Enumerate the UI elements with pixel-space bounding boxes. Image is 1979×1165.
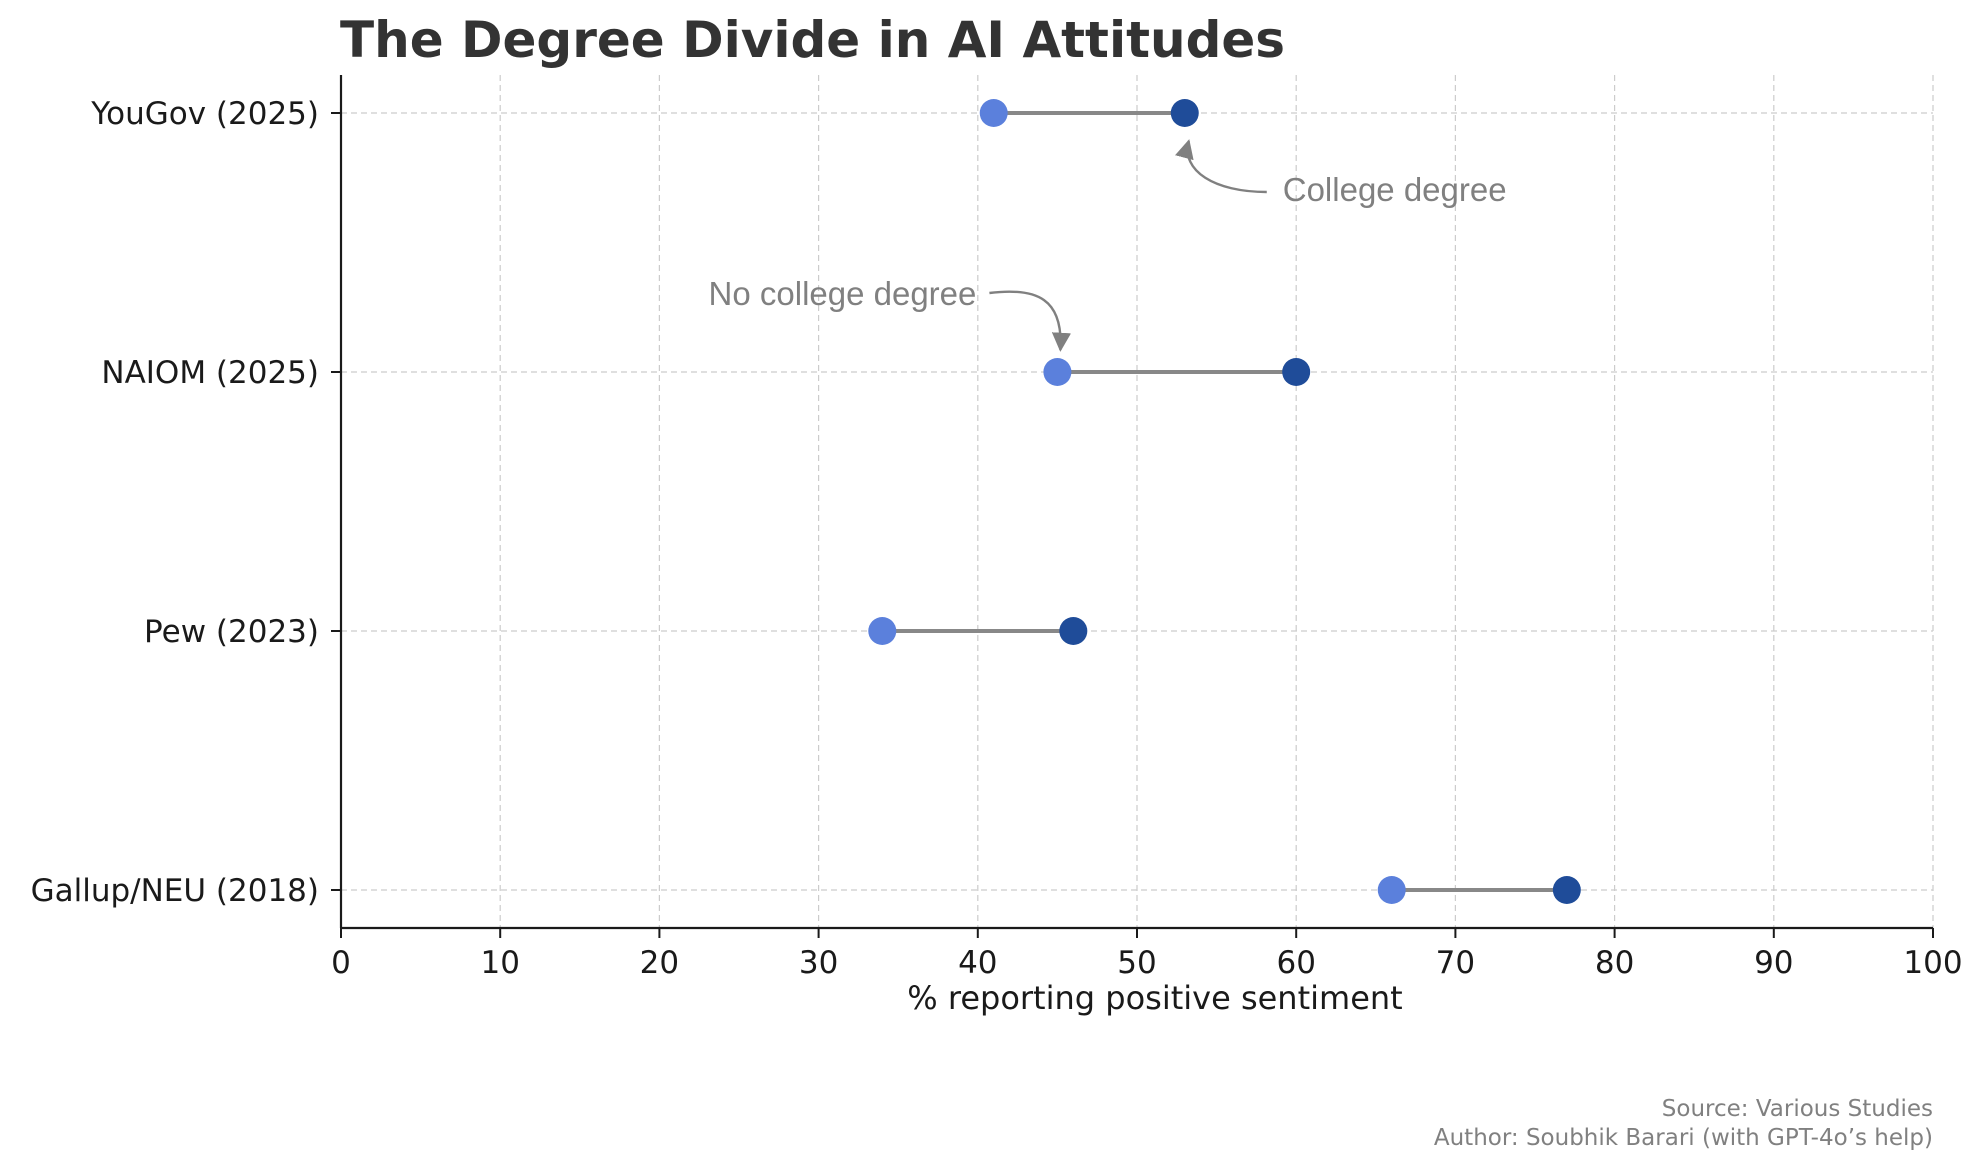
y-tick-label: NAIOM (2025) <box>101 355 319 391</box>
author-credit: Author: Soubhik Barari (with GPT-4o’s he… <box>1434 1125 1933 1151</box>
annotations: College degree No college degree <box>709 139 1507 352</box>
x-tick-label: 0 <box>331 945 351 981</box>
point-college-degree <box>1170 99 1199 127</box>
x-axis-label: % reporting positive sentiment <box>907 979 1402 1017</box>
x-tick-label: 30 <box>799 945 838 981</box>
x-tick-label: 80 <box>1595 945 1634 981</box>
annotation-arrow <box>989 290 1071 352</box>
annotation-arrow <box>1175 139 1267 194</box>
annotation-label: College degree <box>1283 171 1507 208</box>
point-college-degree <box>1059 617 1088 645</box>
x-tick-label: 60 <box>1276 945 1315 981</box>
grid <box>341 75 1934 928</box>
source-credit: Source: Various Studies <box>1662 1096 1933 1122</box>
y-tick-label: Gallup/NEU (2018) <box>31 873 319 909</box>
point-no-college-degree <box>868 617 897 645</box>
x-tick-label: 10 <box>480 945 519 981</box>
chart-title: The Degree Divide in AI Attitudes <box>340 11 1285 69</box>
point-no-college-degree <box>979 99 1008 127</box>
x-tick-label: 90 <box>1754 945 1793 981</box>
y-tick-label: YouGov (2025) <box>90 96 319 132</box>
x-tick-label: 20 <box>640 945 679 981</box>
x-tick-label: 40 <box>958 945 997 981</box>
annotation-label: No college degree <box>709 275 977 312</box>
x-tick-label: 100 <box>1903 945 1962 981</box>
data-marks <box>868 99 1581 904</box>
y-tick-label: Pew (2023) <box>144 614 319 650</box>
point-college-degree <box>1552 876 1581 904</box>
point-no-college-degree <box>1377 876 1406 904</box>
point-college-degree <box>1282 358 1311 386</box>
x-tick-labels: 0 10 20 30 40 50 60 70 80 90 100 <box>331 945 1962 981</box>
point-no-college-degree <box>1043 358 1072 386</box>
x-tick-label: 70 <box>1436 945 1475 981</box>
x-tick-label: 50 <box>1117 945 1156 981</box>
y-tick-labels: YouGov (2025) NAIOM (2025) Pew (2023) Gallu… <box>31 96 319 909</box>
axes <box>331 75 1934 938</box>
